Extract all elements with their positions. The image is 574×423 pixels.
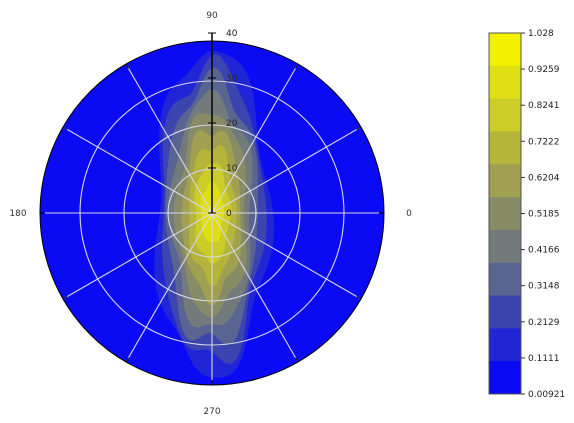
edge-tick [125, 357, 129, 363]
radial-tick-label: 20 [226, 119, 238, 129]
colorbar-band [489, 131, 521, 165]
angle-label-90: 90 [206, 11, 218, 21]
colorbar-band [489, 197, 521, 231]
edge-tick [356, 126, 362, 130]
grid-spoke [125, 212, 213, 363]
colorbar-tick-label: 0.7222 [528, 137, 560, 147]
edge-tick [62, 296, 68, 300]
grid-spoke [211, 126, 362, 214]
colorbar-tick-label: 0.5185 [528, 210, 560, 220]
colorbar-band [489, 98, 521, 132]
grid-spoke [62, 126, 213, 214]
colorbar-tick-label: 0.1111 [528, 354, 560, 364]
colorbar-tick-label: 0.2129 [528, 318, 560, 328]
angle-label-270: 270 [203, 407, 220, 417]
angle-label-0: 0 [406, 209, 412, 219]
colorbar-tick-label: 0.3148 [528, 282, 560, 292]
colorbar-tick-label: 0.00921 [528, 390, 565, 400]
edge-tick [295, 63, 299, 69]
grid-spoke [125, 63, 213, 214]
radial-ticks: 0 10 20 30 40 [208, 29, 238, 219]
colorbar-band [489, 361, 521, 395]
colorbar-tick-label: 1.028 [528, 29, 554, 39]
colorbar-tick-label: 0.8241 [528, 101, 560, 111]
edge-tick [295, 357, 299, 363]
radial-tick-label: 0 [226, 209, 232, 219]
colorbar-bands [489, 33, 521, 395]
radial-tick-label: 40 [226, 29, 238, 39]
colorbar-band [489, 328, 521, 362]
colorbar-band [489, 33, 521, 67]
grid-spoke [211, 212, 299, 363]
colorbar-ticks: 1.028 0.9259 0.8241 0.7222 0.6204 0.5185 0.416… [521, 29, 565, 400]
grid-spoke [211, 63, 299, 214]
grid-spoke [211, 212, 362, 300]
colorbar: 1.028 0.9259 0.8241 0.7222 0.6204 0.5185 0.416… [488, 29, 565, 400]
angle-label-180: 180 [9, 209, 26, 219]
grid-spoke [62, 212, 213, 300]
edge-tick [62, 126, 68, 130]
colorbar-tick-label: 0.6204 [528, 173, 560, 183]
edge-tick [356, 296, 362, 300]
colorbar-tick-label: 0.4166 [528, 246, 560, 256]
radial-tick-label: 30 [226, 74, 238, 84]
radial-tick-label: 10 [226, 164, 238, 174]
colorbar-band [489, 164, 521, 198]
colorbar-tick-label: 0.9259 [528, 65, 560, 75]
colorbar-band [489, 229, 521, 264]
colorbar-band [489, 65, 521, 100]
colorbar-band [489, 295, 521, 329]
edge-tick [125, 63, 129, 69]
colorbar-band [489, 262, 521, 297]
